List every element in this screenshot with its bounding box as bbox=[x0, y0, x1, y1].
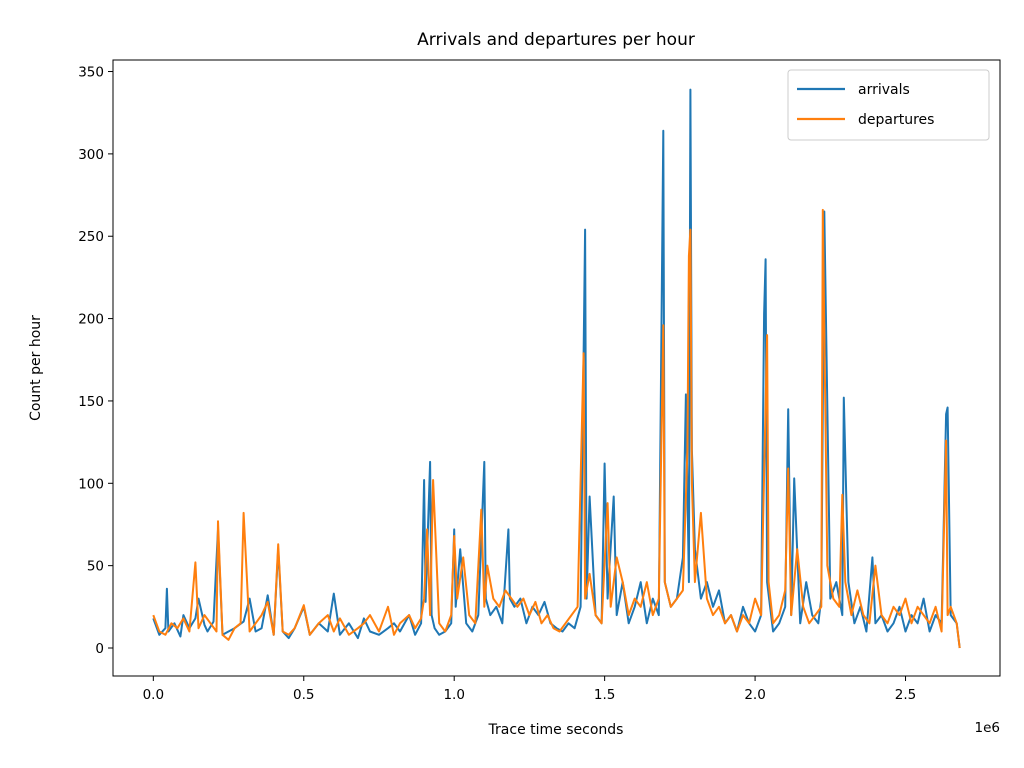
y-tick-label: 250 bbox=[78, 229, 104, 245]
x-axis: 0.0 0.5 1.0 1.5 2.0 2.5 bbox=[143, 676, 916, 703]
x-tick-label: 0.5 bbox=[293, 687, 314, 703]
y-axis: 0 50 100 150 200 250 300 350 bbox=[78, 65, 113, 657]
y-tick-label: 50 bbox=[87, 559, 104, 575]
y-tick-label: 300 bbox=[78, 147, 104, 163]
x-tick-label: 1.5 bbox=[594, 687, 615, 703]
y-tick-label: 150 bbox=[78, 394, 104, 410]
y-tick-label: 350 bbox=[78, 65, 104, 81]
x-tick-label: 1.0 bbox=[443, 687, 464, 703]
legend-label-departures: departures bbox=[858, 112, 934, 128]
series-layer bbox=[152, 88, 961, 649]
y-tick-label: 100 bbox=[78, 476, 104, 492]
series-line-departures bbox=[152, 208, 961, 649]
y-tick-label: 0 bbox=[95, 641, 104, 657]
y-axis-title: Count per hour bbox=[28, 315, 44, 421]
legend: arrivals departures bbox=[787, 69, 990, 141]
chart-title: Arrivals and departures per hour bbox=[417, 30, 695, 50]
legend-box bbox=[787, 69, 990, 141]
x-axis-offset-text: 1e6 bbox=[975, 720, 1000, 736]
x-tick-label: 0.0 bbox=[143, 687, 164, 703]
y-tick-label: 200 bbox=[78, 312, 104, 328]
x-tick-label: 2.5 bbox=[895, 687, 916, 703]
x-axis-title: Trace time seconds bbox=[488, 722, 624, 738]
plot-area-frame bbox=[112, 59, 1001, 677]
x-tick-label: 2.0 bbox=[744, 687, 765, 703]
legend-label-arrivals: arrivals bbox=[858, 82, 910, 98]
